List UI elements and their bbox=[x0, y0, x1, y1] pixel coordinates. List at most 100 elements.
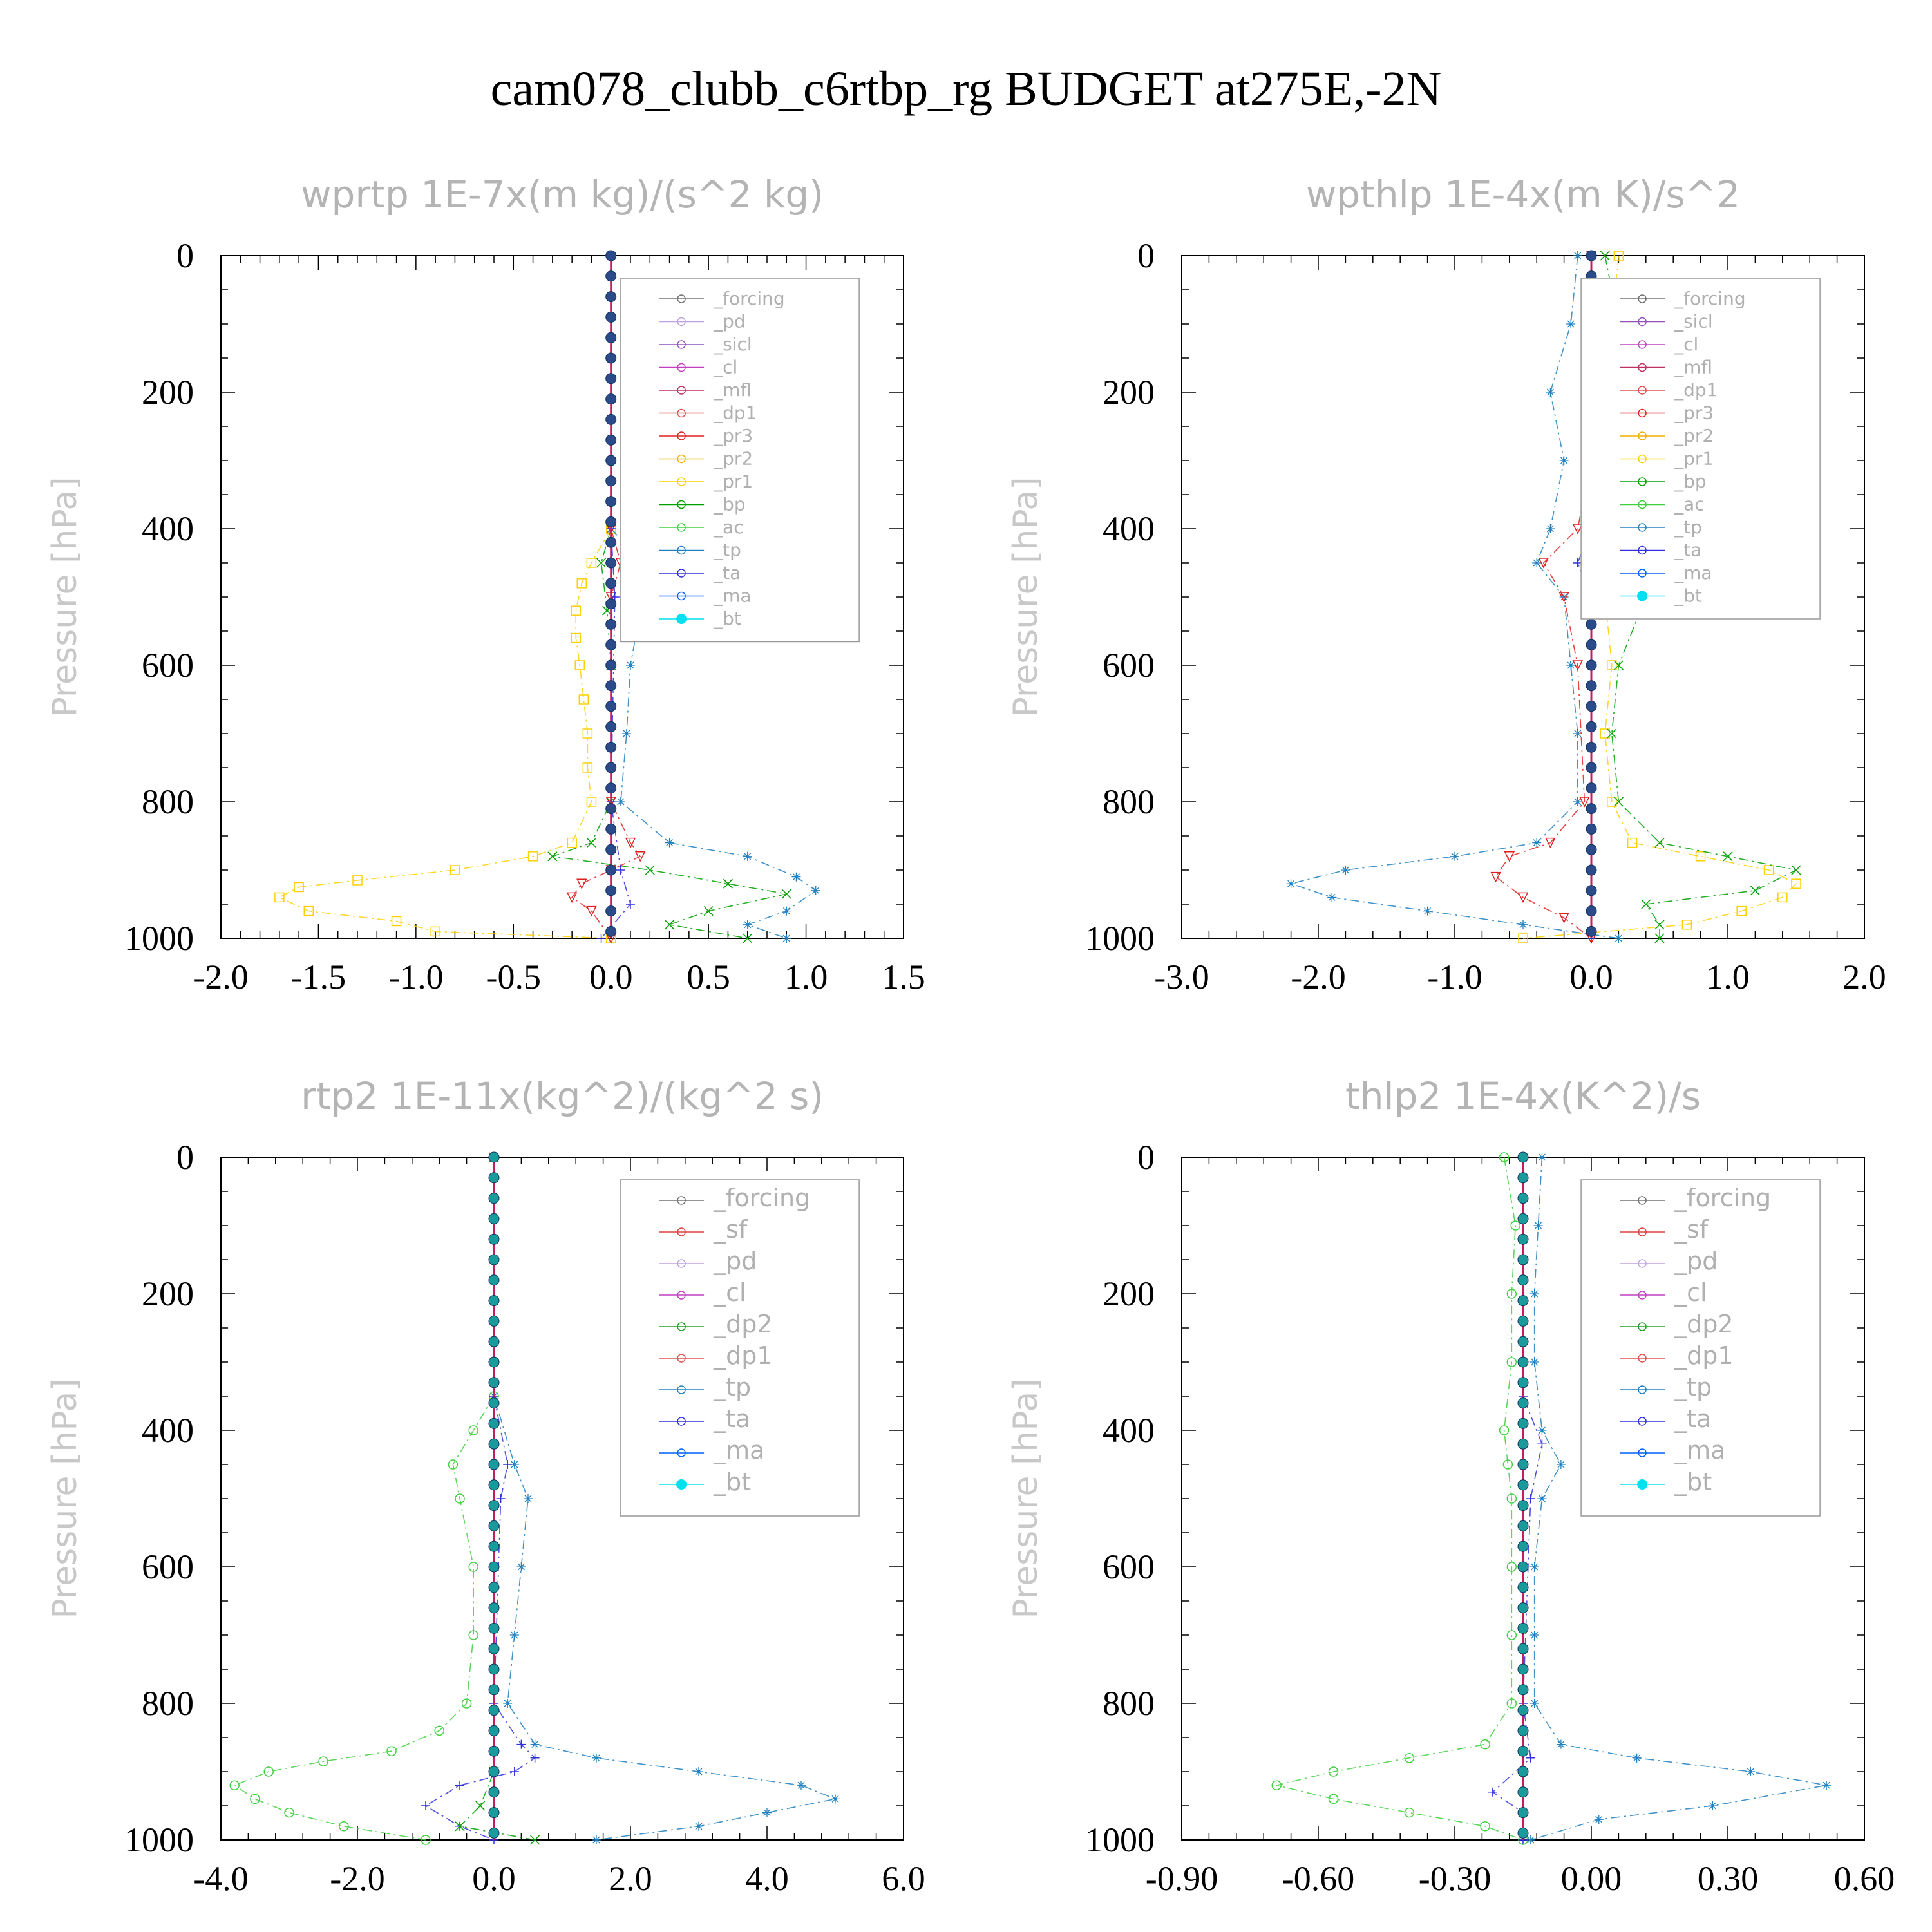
x-tick-label: -4.0 bbox=[193, 1859, 248, 1898]
data-point bbox=[434, 1725, 444, 1736]
data-point bbox=[1573, 729, 1582, 738]
data-point bbox=[488, 1233, 500, 1245]
data-point bbox=[1641, 899, 1651, 909]
data-point bbox=[1506, 1698, 1517, 1709]
data-point bbox=[1526, 1835, 1535, 1844]
series-line bbox=[424, 1396, 536, 1841]
data-point bbox=[1537, 1494, 1547, 1503]
y-tick-label: 800 bbox=[1103, 1684, 1155, 1723]
data-point bbox=[586, 558, 597, 568]
data-point bbox=[1607, 660, 1617, 670]
legend-marker bbox=[1638, 454, 1647, 464]
data-point bbox=[1517, 1622, 1529, 1634]
legend-label: _bp bbox=[1674, 471, 1707, 492]
legend-label: _pr2 bbox=[1674, 425, 1714, 446]
data-point bbox=[1556, 1739, 1566, 1749]
data-point bbox=[488, 1561, 500, 1573]
data-point bbox=[488, 1315, 500, 1327]
data-point bbox=[605, 844, 617, 855]
x-tick-label: 0.0 bbox=[1569, 958, 1613, 996]
legend-marker bbox=[677, 545, 686, 555]
data-point bbox=[1822, 1781, 1832, 1790]
data-point bbox=[421, 1801, 430, 1810]
data-point bbox=[605, 332, 617, 343]
data-point bbox=[1506, 1289, 1517, 1299]
data-point bbox=[605, 352, 617, 364]
data-point bbox=[1517, 1725, 1529, 1736]
data-point bbox=[782, 906, 791, 916]
legend-label: _sf bbox=[1674, 1215, 1709, 1244]
legend-label: _ta bbox=[713, 562, 741, 583]
data-point bbox=[1586, 885, 1597, 896]
data-point bbox=[1517, 1233, 1529, 1245]
data-point bbox=[605, 475, 617, 487]
data-point bbox=[1530, 1631, 1539, 1640]
data-point bbox=[488, 1705, 500, 1716]
legend-label: _forcing bbox=[713, 1184, 810, 1212]
data-point bbox=[743, 851, 752, 861]
data-point bbox=[616, 797, 625, 806]
series-bt bbox=[1517, 1151, 1529, 1840]
legend-marker bbox=[677, 431, 686, 440]
data-point bbox=[1607, 797, 1617, 807]
data-point bbox=[1556, 1460, 1566, 1469]
data-point bbox=[1594, 1815, 1604, 1824]
data-point bbox=[488, 1500, 500, 1511]
x-tick-label: 1.0 bbox=[1706, 958, 1750, 996]
data-point bbox=[1517, 1766, 1529, 1777]
y-tick-label: 200 bbox=[1103, 1274, 1155, 1313]
data-point bbox=[1530, 1289, 1539, 1298]
data-point bbox=[582, 762, 593, 773]
data-point bbox=[1566, 319, 1576, 328]
data-point bbox=[605, 311, 617, 323]
data-point bbox=[274, 892, 285, 903]
data-point bbox=[811, 886, 820, 895]
x-tick-label: 0.00 bbox=[1561, 1859, 1622, 1898]
data-point bbox=[571, 632, 581, 643]
data-point bbox=[1517, 1295, 1529, 1307]
legend-marker bbox=[1638, 1417, 1647, 1426]
y-tick-label: 0 bbox=[1137, 236, 1155, 275]
data-point bbox=[626, 900, 635, 909]
legend-label: _ta bbox=[1674, 540, 1701, 561]
data-point bbox=[1586, 864, 1597, 876]
data-point bbox=[1586, 823, 1597, 835]
data-point bbox=[605, 864, 617, 876]
legend-marker bbox=[1638, 363, 1647, 372]
y-tick-label: 800 bbox=[142, 1684, 194, 1723]
data-point bbox=[605, 434, 617, 446]
data-point bbox=[488, 1582, 500, 1593]
x-tick-label: -2.0 bbox=[193, 958, 248, 996]
legend-label: _pr1 bbox=[1674, 448, 1714, 469]
data-point bbox=[1517, 1500, 1529, 1511]
data-point bbox=[509, 1767, 519, 1776]
legend-marker bbox=[1638, 477, 1647, 486]
data-point bbox=[578, 694, 589, 705]
data-point bbox=[391, 916, 402, 927]
data-point bbox=[1708, 1801, 1718, 1810]
data-point bbox=[605, 455, 617, 466]
data-point bbox=[576, 578, 587, 589]
data-point bbox=[1530, 1699, 1539, 1708]
data-point bbox=[1517, 1684, 1529, 1696]
data-point bbox=[488, 1602, 500, 1614]
legend-label: _mfl bbox=[1674, 357, 1712, 378]
data-point bbox=[488, 1479, 500, 1491]
x-tick-label: -0.30 bbox=[1419, 1859, 1491, 1898]
data-point bbox=[1614, 934, 1624, 943]
y-tick-label: 400 bbox=[1103, 509, 1155, 548]
data-point bbox=[488, 1397, 500, 1409]
legend-box bbox=[1580, 1179, 1821, 1517]
legend-marker bbox=[1638, 1448, 1647, 1457]
legend: _forcing_sicl_cl_mfl_dp1_pr3_pr2_pr1_bp_… bbox=[1580, 278, 1821, 620]
legend-label: _bt bbox=[1674, 585, 1702, 607]
data-point bbox=[547, 851, 558, 862]
y-tick-label: 600 bbox=[1103, 1548, 1155, 1586]
x-tick-label: -0.5 bbox=[486, 958, 541, 996]
data-point bbox=[645, 865, 655, 875]
series-line bbox=[1492, 1157, 1543, 1840]
data-point bbox=[605, 680, 617, 692]
legend-marker bbox=[1638, 500, 1647, 509]
data-point bbox=[455, 1493, 465, 1504]
data-point bbox=[488, 1663, 500, 1675]
